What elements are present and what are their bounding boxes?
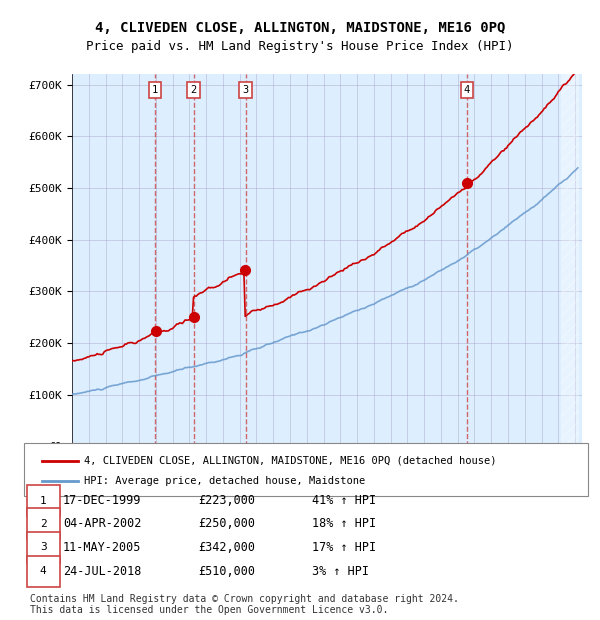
Text: 4, CLIVEDEN CLOSE, ALLINGTON, MAIDSTONE, ME16 0PQ: 4, CLIVEDEN CLOSE, ALLINGTON, MAIDSTONE,… [95, 21, 505, 35]
Text: £223,000: £223,000 [198, 495, 255, 507]
Text: 04-APR-2002: 04-APR-2002 [63, 518, 142, 530]
Bar [561, 74, 579, 446]
Text: 1: 1 [152, 85, 158, 95]
Text: 3: 3 [40, 542, 47, 552]
Text: 41% ↑ HPI: 41% ↑ HPI [312, 495, 376, 507]
Text: 4: 4 [464, 85, 470, 95]
Text: 3% ↑ HPI: 3% ↑ HPI [312, 565, 369, 577]
Text: 17-DEC-1999: 17-DEC-1999 [63, 495, 142, 507]
Text: 2: 2 [191, 85, 197, 95]
Text: Contains HM Land Registry data © Crown copyright and database right 2024.
This d: Contains HM Land Registry data © Crown c… [30, 594, 459, 615]
Text: 18% ↑ HPI: 18% ↑ HPI [312, 518, 376, 530]
Text: Price paid vs. HM Land Registry's House Price Index (HPI): Price paid vs. HM Land Registry's House … [86, 40, 514, 53]
Text: 4, CLIVEDEN CLOSE, ALLINGTON, MAIDSTONE, ME16 0PQ (detached house): 4, CLIVEDEN CLOSE, ALLINGTON, MAIDSTONE,… [84, 456, 497, 466]
Text: £510,000: £510,000 [198, 565, 255, 577]
Text: £250,000: £250,000 [198, 518, 255, 530]
Text: 3: 3 [242, 85, 249, 95]
Text: £342,000: £342,000 [198, 541, 255, 554]
Text: 1: 1 [40, 496, 47, 506]
Text: 2: 2 [40, 519, 47, 529]
Text: 11-MAY-2005: 11-MAY-2005 [63, 541, 142, 554]
Text: HPI: Average price, detached house, Maidstone: HPI: Average price, detached house, Maid… [84, 476, 365, 485]
Text: 4: 4 [40, 566, 47, 576]
Text: 24-JUL-2018: 24-JUL-2018 [63, 565, 142, 577]
Text: 17% ↑ HPI: 17% ↑ HPI [312, 541, 376, 554]
